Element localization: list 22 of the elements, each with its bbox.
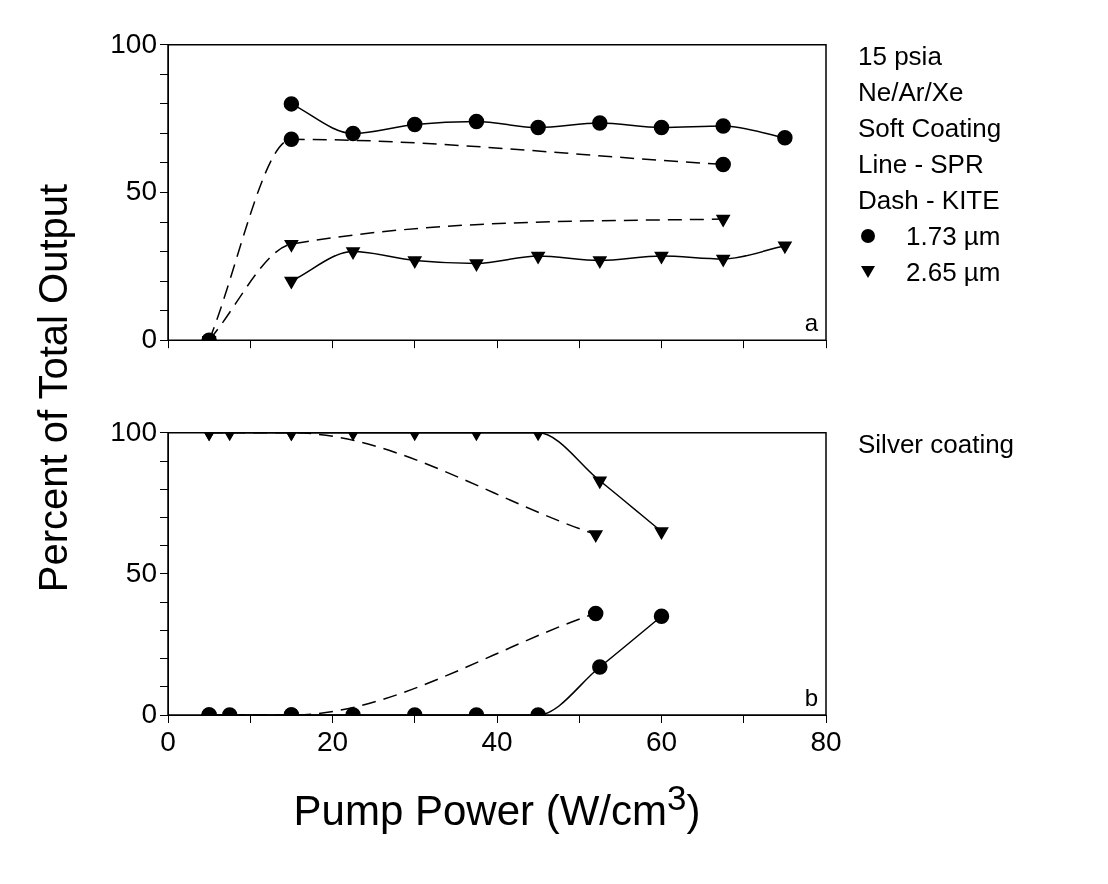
text: Line - SPR — [858, 148, 985, 181]
text: Ne/Ar/Xe — [858, 76, 965, 109]
y-tick-label: 100 — [110, 27, 157, 59]
annotation: a — [804, 308, 819, 336]
x-tick-label: 60 — [645, 725, 678, 757]
y-tick-label: 0 — [141, 322, 157, 354]
legend-label: 2.65 µm — [906, 256, 1001, 289]
y-axis-title: Percent of Total Output — [30, 183, 76, 593]
text: Dash - KITE — [858, 184, 1001, 217]
x-axis-title: Pump Power (W/cm$^{3}$) — [293, 778, 701, 835]
text: Silver coating — [858, 428, 1015, 461]
y-tick-label: 0 — [141, 697, 157, 729]
legend-label: 1.73 µm — [906, 220, 1001, 253]
text: Soft Coating — [858, 112, 1002, 145]
y-tick-label: 50 — [125, 175, 157, 207]
x-tick-label: 20 — [316, 725, 349, 757]
x-tick-label: 80 — [810, 725, 842, 757]
y-tick-label: 50 — [125, 556, 157, 588]
annotation: b — [804, 683, 818, 711]
y-tick-label: 100 — [110, 415, 157, 447]
text: 15 psia — [858, 40, 943, 73]
x-tick-label: 40 — [481, 725, 513, 757]
